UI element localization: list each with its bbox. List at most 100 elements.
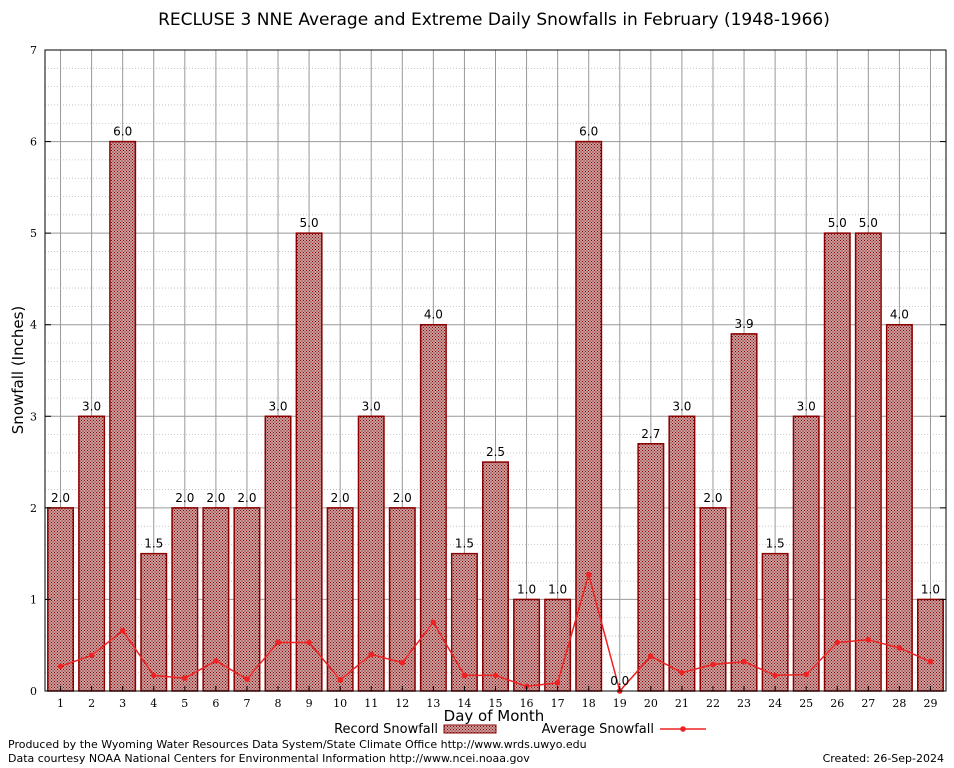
average-point-day-7	[244, 676, 250, 682]
record-value-label-day-28: 4.0	[890, 308, 909, 322]
average-point-day-6	[213, 657, 219, 664]
average-point-day-3	[119, 627, 126, 634]
average-point-day-28	[896, 645, 903, 651]
x-tick-label-day-29: 29	[923, 697, 937, 710]
record-bar-day-16	[513, 598, 541, 692]
record-bar-day-9	[295, 232, 323, 692]
record-bar-day-10	[326, 507, 354, 692]
record-value-label-day-1: 2.0	[51, 491, 70, 505]
y-tick-label: 4	[30, 319, 37, 332]
average-point-day-1	[57, 663, 64, 670]
x-tick-label-day-6: 6	[212, 697, 219, 710]
record-value-label-day-7: 2.0	[237, 491, 256, 505]
x-tick-label-day-17: 17	[551, 697, 565, 710]
x-tick-label-day-8: 8	[275, 697, 282, 710]
average-point-day-23	[741, 658, 747, 665]
x-tick-label-day-15: 15	[489, 697, 503, 710]
x-tick-label-day-28: 28	[892, 697, 906, 710]
record-bar-day-23	[730, 333, 758, 692]
record-value-label-day-17: 1.0	[548, 582, 567, 596]
x-tick-label-day-16: 16	[520, 697, 534, 710]
record-value-label-day-29: 1.0	[921, 582, 940, 596]
record-value-label-day-12: 2.0	[393, 491, 412, 505]
x-tick-label-day-21: 21	[675, 697, 689, 710]
record-value-label-day-21: 3.0	[672, 399, 691, 413]
record-value-label-day-15: 2.5	[486, 445, 505, 459]
record-bar-day-22	[699, 507, 727, 692]
record-value-label-day-5: 2.0	[175, 491, 194, 505]
record-value-label-day-6: 2.0	[206, 491, 225, 505]
x-tick-label-day-27: 27	[861, 697, 875, 710]
record-value-label-day-25: 3.0	[797, 399, 816, 413]
average-point-day-5	[182, 675, 188, 681]
legend-average-label: Average Snowfall	[542, 722, 654, 737]
average-point-day-20	[648, 653, 654, 660]
average-point-day-25	[803, 671, 809, 678]
y-tick-label: 5	[30, 227, 37, 240]
record-bar-day-24	[761, 552, 789, 692]
average-point-day-21	[679, 669, 685, 676]
x-axis-label: Day of Month	[444, 707, 545, 725]
record-value-label-day-2: 3.0	[82, 399, 101, 413]
record-bar-day-21	[668, 415, 696, 692]
record-bar-day-27	[854, 232, 882, 692]
x-tick-label-day-24: 24	[768, 697, 782, 710]
y-tick-label: 1	[30, 593, 37, 606]
record-value-label-day-23: 3.9	[735, 317, 754, 331]
average-point-day-11	[368, 651, 375, 658]
y-tick-label: 6	[30, 136, 37, 149]
record-bar-day-14	[450, 552, 478, 692]
x-tick-label-day-19: 19	[613, 697, 627, 710]
average-point-day-12	[399, 659, 406, 666]
average-line	[57, 571, 934, 694]
x-tick-label-day-10: 10	[333, 697, 347, 710]
x-tick-label-day-23: 23	[737, 697, 751, 710]
x-tick-label-day-25: 25	[799, 697, 813, 710]
average-point-day-27	[865, 636, 872, 643]
record-bar-day-1	[47, 507, 75, 692]
average-point-day-22	[710, 661, 716, 668]
record-bar-day-8	[264, 415, 292, 692]
record-bar-day-5	[171, 507, 199, 692]
y-tick-label: 3	[30, 410, 37, 423]
record-bar-day-2	[78, 415, 106, 692]
x-tick-label-day-18: 18	[582, 697, 596, 710]
average-point-day-8	[275, 639, 281, 646]
x-tick-label-day-22: 22	[706, 697, 720, 710]
x-tick-label-day-11: 11	[364, 697, 378, 710]
record-value-label-day-13: 4.0	[424, 308, 443, 322]
average-point-day-13	[430, 619, 437, 626]
x-tick-label-day-9: 9	[306, 697, 313, 710]
average-point-day-29	[927, 658, 934, 665]
legend: Record Snowfall Average Snowfall	[334, 722, 706, 737]
record-value-label-day-16: 1.0	[517, 582, 536, 596]
x-tick-label-day-2: 2	[88, 697, 95, 710]
x-tick-label-day-4: 4	[150, 697, 157, 710]
average-point-day-17	[554, 679, 561, 686]
x-tick-label-day-5: 5	[181, 697, 188, 710]
record-value-label-day-24: 1.5	[766, 537, 785, 551]
average-point-day-10	[337, 677, 343, 683]
record-value-label-day-22: 2.0	[703, 491, 722, 505]
x-tick-label-day-1: 1	[57, 697, 64, 710]
x-tick-label-day-14: 14	[457, 697, 471, 710]
record-bar-day-7	[233, 507, 261, 692]
record-bar-day-11	[357, 415, 385, 692]
record-bar-day-3	[109, 140, 137, 692]
footer-created-date: Created: 26-Sep-2024	[823, 752, 944, 765]
x-tick-label-day-26: 26	[830, 697, 844, 710]
x-tick-label-day-20: 20	[644, 697, 658, 710]
footer-credit-data: Data courtesy NOAA National Centers for …	[8, 752, 530, 765]
average-point-day-4	[150, 672, 157, 679]
record-value-label-day-26: 5.0	[828, 216, 847, 230]
record-bar-day-26	[823, 232, 851, 692]
record-value-label-day-4: 1.5	[144, 537, 163, 551]
record-bar-day-29	[916, 598, 944, 692]
x-tick-label-day-7: 7	[243, 697, 250, 710]
record-bar-day-25	[792, 415, 820, 692]
record-bar-day-17	[544, 598, 572, 692]
y-tick-label: 0	[30, 685, 37, 698]
record-value-label-day-19: 0.0	[610, 674, 629, 688]
average-point-day-15	[492, 672, 499, 679]
